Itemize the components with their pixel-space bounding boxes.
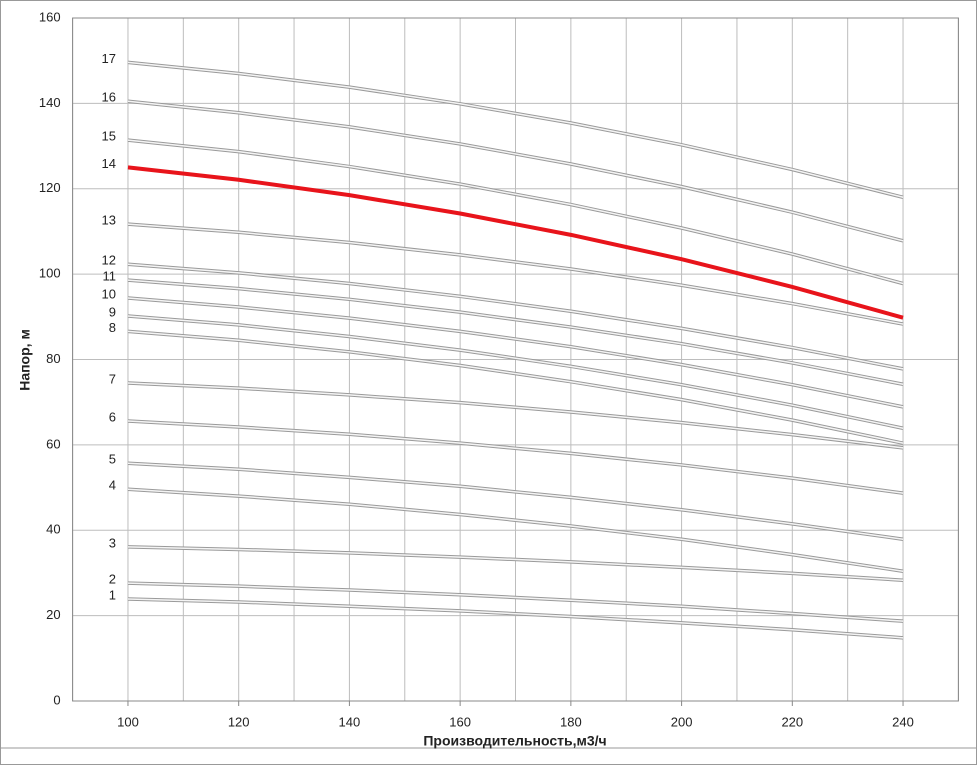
series-label: 6 (109, 409, 116, 424)
series-line (127, 139, 904, 285)
y-axis-title: Напор, м (17, 329, 33, 391)
series-label: 17 (102, 51, 116, 66)
series-line (127, 488, 904, 572)
series-label: 8 (109, 320, 116, 335)
x-tick-label: 100 (117, 714, 139, 729)
x-axis-title: Производительность,м3/ч (423, 733, 606, 749)
series-label: 2 (109, 572, 116, 587)
series-label: 13 (102, 213, 116, 228)
series-label: 15 (102, 129, 116, 144)
x-tick-label: 240 (892, 714, 914, 729)
series-label: 9 (109, 304, 116, 319)
y-tick-label: 60 (46, 436, 60, 451)
series-label: 11 (103, 269, 117, 284)
series-line (127, 598, 904, 639)
series-line (127, 582, 904, 622)
series-label: 4 (109, 478, 116, 493)
series-line (127, 546, 904, 581)
plot-border (72, 17, 959, 702)
y-tick-label: 100 (39, 266, 61, 281)
x-tick-label: 180 (560, 714, 582, 729)
series-line (127, 462, 904, 540)
series-label: 1 (109, 587, 116, 602)
series-line (127, 315, 904, 429)
series-label: 5 (109, 452, 116, 467)
y-tick-label: 140 (39, 95, 61, 110)
y-tick-label: 80 (46, 351, 60, 366)
x-tick-label: 220 (781, 714, 803, 729)
x-tick-label: 200 (671, 714, 693, 729)
series-line (127, 165, 904, 320)
series-line (127, 382, 904, 449)
series-label: 12 (102, 253, 116, 268)
series-line (127, 297, 904, 408)
series-line (127, 61, 904, 199)
y-tick-label: 120 (39, 180, 61, 195)
y-tick-label: 0 (53, 692, 60, 707)
series-line (127, 279, 904, 385)
series-label: 3 (109, 535, 116, 550)
y-tick-label: 20 (46, 607, 60, 622)
series-label: 16 (102, 90, 116, 105)
series-label: 10 (102, 286, 116, 301)
x-tick-label: 160 (449, 714, 471, 729)
series-line (127, 420, 904, 494)
series-line (127, 100, 904, 242)
series-label: 7 (109, 371, 116, 386)
y-tick-label: 40 (46, 522, 60, 537)
series-line (127, 263, 904, 370)
x-tick-label: 140 (339, 714, 361, 729)
series-line (127, 330, 904, 444)
x-tick-label: 120 (228, 714, 250, 729)
y-tick-label: 160 (39, 9, 61, 24)
series-label: 14 (102, 156, 116, 171)
series-line (127, 223, 904, 325)
